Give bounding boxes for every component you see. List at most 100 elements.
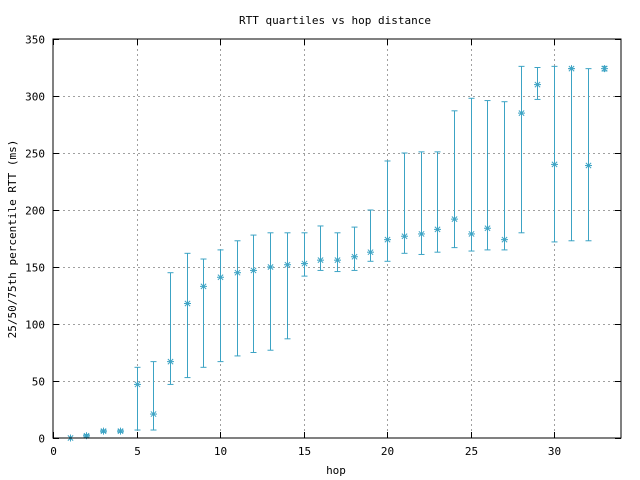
marker-stroke <box>217 274 224 281</box>
median-marker <box>100 427 107 435</box>
x-tick-label: 15 <box>298 445 311 458</box>
data-point <box>184 252 191 379</box>
median-marker <box>217 273 224 281</box>
data-point <box>117 427 124 435</box>
plot-frame <box>52 38 622 439</box>
marker-stroke <box>451 216 458 223</box>
y-tick-label: 250 <box>25 148 45 161</box>
data-point <box>534 67 541 100</box>
median-marker <box>150 410 157 418</box>
chart-title: RTT quartiles vs hop distance <box>239 14 431 27</box>
data-point <box>401 152 408 254</box>
x-axis-label: hop <box>326 464 346 477</box>
marker-stroke <box>434 226 441 233</box>
median-marker <box>384 236 391 244</box>
marker-stroke <box>317 257 324 264</box>
marker-stroke <box>134 381 141 388</box>
data-point <box>217 249 224 363</box>
data-point <box>418 151 425 255</box>
median-marker <box>234 269 241 277</box>
marker-stroke <box>250 267 257 274</box>
data-point <box>167 272 174 385</box>
median-marker <box>367 248 374 256</box>
x-tick-label: 30 <box>548 445 561 458</box>
data-point <box>468 97 475 252</box>
median-marker <box>468 230 475 238</box>
median-marker <box>301 260 308 268</box>
data-point <box>601 65 608 73</box>
y-tick-label: 350 <box>25 34 45 47</box>
marker-stroke <box>267 264 274 270</box>
y-axis-label: 25/50/75th percentile RTT (ms) <box>6 140 19 339</box>
marker-stroke <box>484 225 491 232</box>
marker-stroke <box>150 411 157 418</box>
x-axis-ticks: 0 5 10 15 20 25 30 <box>50 39 561 458</box>
data-point <box>100 427 107 435</box>
median-marker <box>317 256 324 264</box>
marker-stroke <box>585 162 592 169</box>
marker-stroke <box>551 161 558 168</box>
y-tick-label: 300 <box>25 91 45 104</box>
data-point <box>434 151 441 253</box>
marker-stroke <box>501 236 508 243</box>
data-point <box>367 209 374 262</box>
marker-stroke <box>184 300 191 307</box>
median-marker <box>284 261 291 269</box>
y-tick-label: 0 <box>38 433 45 446</box>
x-tick-label: 5 <box>134 445 141 458</box>
median-marker <box>601 65 608 73</box>
marker-stroke <box>384 236 391 243</box>
data-point <box>134 366 141 431</box>
data-point <box>518 65 525 234</box>
y-tick-label: 50 <box>32 376 45 389</box>
marker-stroke <box>351 253 358 260</box>
median-marker <box>117 427 124 435</box>
median-marker <box>184 299 191 307</box>
median-marker <box>334 256 341 264</box>
median-marker <box>451 215 458 223</box>
median-marker <box>401 232 408 240</box>
median-marker <box>568 65 575 73</box>
data-series <box>67 65 608 442</box>
marker-stroke <box>334 257 341 264</box>
y-tick-label: 200 <box>25 205 45 218</box>
data-point <box>484 100 491 251</box>
marker-stroke <box>200 283 207 290</box>
marker-stroke <box>100 428 107 435</box>
data-point <box>83 432 90 440</box>
data-point <box>351 226 358 271</box>
marker-stroke <box>301 260 308 267</box>
median-marker <box>418 230 425 238</box>
median-marker <box>250 266 257 274</box>
median-marker <box>434 225 441 233</box>
marker-stroke <box>601 65 608 72</box>
median-marker <box>267 263 274 271</box>
data-point <box>267 232 274 351</box>
y-tick-label: 100 <box>25 319 45 332</box>
y-axis-ticks: 0 50 100 150 200 250 300 350 <box>25 34 621 446</box>
data-point <box>284 232 291 340</box>
marker-stroke <box>418 230 425 237</box>
median-marker <box>351 253 358 261</box>
data-point <box>250 234 257 353</box>
marker-stroke <box>83 432 90 439</box>
data-point <box>150 361 157 431</box>
y-tick-label: 150 <box>25 262 45 275</box>
x-tick-label: 25 <box>465 445 478 458</box>
data-point <box>501 101 508 251</box>
data-point <box>301 232 308 277</box>
data-point <box>384 160 391 262</box>
data-point <box>585 68 592 242</box>
marker-stroke <box>117 428 124 435</box>
marker-stroke <box>367 249 374 256</box>
data-point <box>317 225 324 271</box>
median-marker <box>134 380 141 388</box>
data-point <box>334 232 341 273</box>
median-marker <box>585 162 592 170</box>
marker-stroke <box>284 261 291 268</box>
x-tick-label: 10 <box>214 445 227 458</box>
median-marker <box>501 236 508 244</box>
data-point <box>234 240 241 357</box>
marker-stroke <box>468 230 475 237</box>
